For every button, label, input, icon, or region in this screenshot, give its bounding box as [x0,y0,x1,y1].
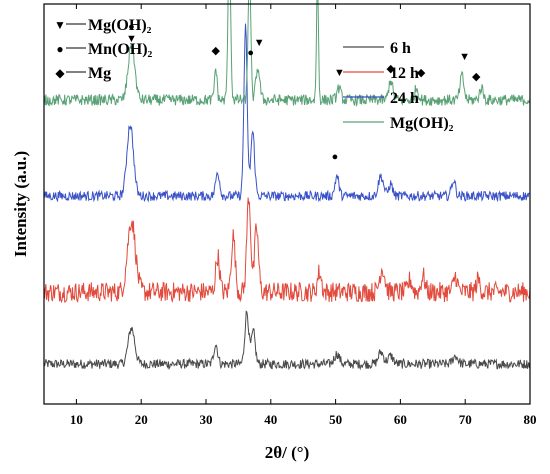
x-tick-label: 60 [394,412,407,427]
series-legend-label: 6 h [390,40,411,57]
phase-legend-symbol: ▼ [54,18,66,32]
peak-marker: ◆ [211,45,220,57]
peak-marker: ◆ [417,67,426,79]
peak-marker: ● [128,21,135,33]
phase-legend-symbol: ● [56,42,63,56]
series-legend-label: 12 h [390,65,419,82]
peak-marker: ▼ [126,33,137,45]
x-tick-label: 20 [135,412,148,427]
peak-marker-group: ●▼◆◆◆●▼◆▼◆◆▼◆● [126,21,481,163]
x-tick-label: 40 [264,412,277,427]
x-tick-label: 10 [70,412,83,427]
peak-marker: ◆ [472,71,481,83]
peak-marker: ▼ [254,37,265,49]
peak-marker: ● [247,47,254,59]
phase-legend: ▼ Mg(OH)₂● Mn(OH)₂◆ Mg [54,17,152,82]
phase-legend-label: Mg(OH)₂ [88,17,152,34]
trace-24-h [43,23,531,203]
trace-mg-oh- [43,0,531,107]
x-tick-label: 50 [329,412,342,427]
phase-legend-label: Mn(OH)₂ [88,41,153,58]
phase-legend-label: Mg [88,65,111,82]
x-axis: 10 20 30 40 50 60 70 80 [70,4,537,427]
peak-marker: ◆ [386,63,395,75]
plot-frame [43,3,531,405]
trace-group [43,0,531,371]
phase-legend-symbol: ◆ [55,66,65,80]
peak-marker: ▼ [334,67,345,79]
series-legend-label: Mg(OH)₂ [390,115,454,132]
x-tick-label: 30 [200,412,213,427]
trace-6-h [43,310,531,371]
peak-marker: ● [332,151,339,163]
trace-12-h [43,197,531,304]
x-tick-label: 80 [524,412,537,427]
x-axis-title: 2θ/ (°) [265,443,309,462]
x-tick-label: 70 [459,412,472,427]
series-legend: 6 h 12 h 24 h Mg(OH)₂ [343,40,454,132]
peak-marker: ▼ [459,51,470,63]
series-legend-label: 24 h [390,90,419,107]
y-axis-title: Intensity (a.u.) [11,151,30,257]
